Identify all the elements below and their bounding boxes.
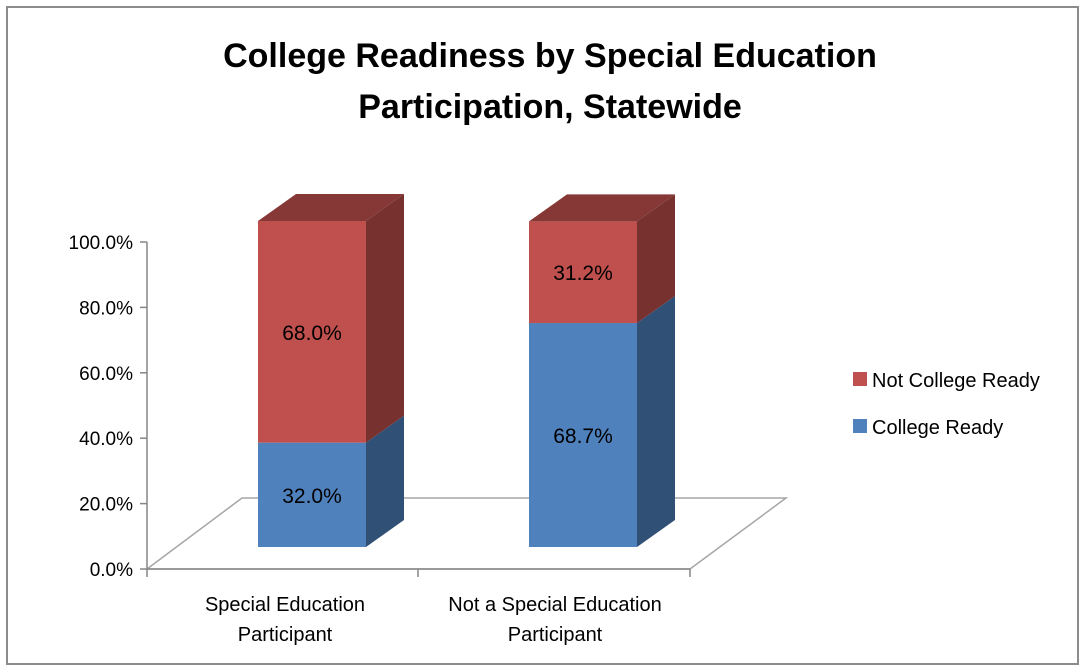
bar-side-face [366,194,404,443]
bar-front-face [529,221,637,324]
chart-legend: Not College Ready College Ready [853,370,1040,439]
data-label: 32.0% [282,485,342,508]
y-tick-label: 100.0% [69,233,134,254]
legend-label: College Ready [872,417,1003,439]
bar-segment [529,194,675,324]
legend-swatch [853,419,867,433]
y-tick-label: 80.0% [79,298,133,319]
y-tick-label: 40.0% [79,429,133,450]
y-tick-label: 20.0% [79,495,133,516]
bar-front-face [529,323,637,547]
bar-segment [258,415,404,547]
bar-front-face [258,221,366,443]
chart-floor [144,497,789,570]
legend-item: College Ready [853,417,1003,439]
category-label: Participant [508,624,603,646]
chart-title-line-2: Participation, Statewide [358,88,742,126]
category-label: Not a Special Education [448,594,661,616]
data-label: 31.2% [553,262,613,285]
bar-top-face [529,194,675,222]
bar-top-face [258,194,404,221]
data-label: 68.0% [282,322,342,345]
chart-title-line-1: College Readiness by Special Education [223,37,877,75]
chart-bars [258,194,675,547]
legend-label: Not College Ready [872,370,1040,392]
floor-plane [144,497,789,570]
bar-front-face [258,442,366,547]
y-tick-label: 0.0% [90,560,133,581]
legend-item: Not College Ready [853,370,1040,392]
bar-segment [258,194,404,443]
data-label: 68.7% [553,425,613,448]
category-label: Special Education [205,594,365,616]
chart-axes: 0.0% 20.0% 40.0% 60.0% 80.0% 100.0% [69,233,691,581]
y-tick-label: 60.0% [79,364,133,385]
bar-segment [529,296,675,547]
bar-side-face [366,415,404,547]
category-label: Participant [238,624,333,646]
legend-swatch [853,372,867,386]
bar-side-face [637,296,675,547]
chart-labels: 32.0% 68.0% Special Education Participant 68… [205,262,662,646]
bar-side-face [637,194,675,324]
